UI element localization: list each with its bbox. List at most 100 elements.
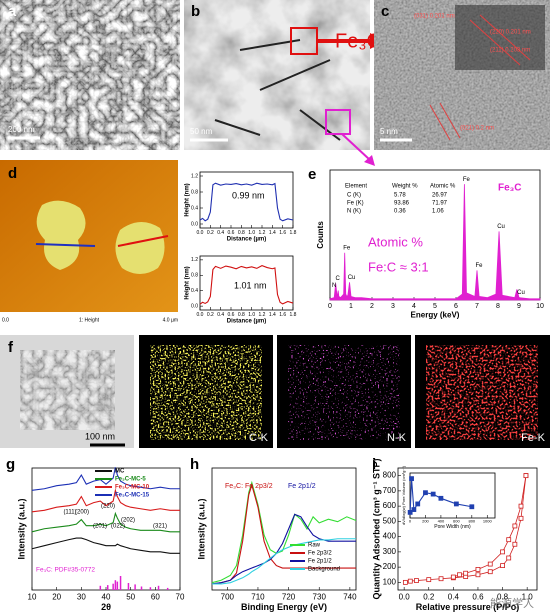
watermark: 能源学人 [490, 596, 534, 610]
panel-label: g [6, 456, 15, 473]
point [407, 509, 413, 515]
x-tick-label: 0.4 [217, 230, 224, 236]
annotation: Fe₃C: Fe 2p3/2 [225, 483, 273, 490]
axis-label: 4.0 µm [163, 317, 178, 323]
table-cell: C (K) [347, 193, 361, 199]
x-tick-label: 740 [343, 592, 357, 601]
x-tick-label: 1.4 [269, 230, 276, 236]
table-header: Weight % [392, 184, 418, 190]
peak-label: Cu [497, 224, 505, 230]
point [500, 549, 505, 555]
point [426, 577, 432, 583]
legend-label: Background [308, 567, 340, 573]
x-tick-label: 50 [126, 592, 135, 601]
table-header: Atomic % [430, 184, 456, 190]
y-tick-label: 100 [383, 577, 397, 586]
x-tick-label: 1000 [483, 519, 493, 524]
legend-label: Fe 2p1/2 [308, 559, 332, 565]
x-tick-label: 40 [102, 592, 111, 601]
map-label: Fe-K [521, 432, 546, 444]
point [518, 515, 524, 521]
y-tick-label: 0.0 [191, 221, 198, 227]
series-line [31, 488, 180, 513]
point [409, 476, 414, 482]
point [512, 523, 518, 529]
point [506, 555, 512, 561]
legend-label: Fe₃C-MC-5 [115, 477, 146, 483]
annotation: 1.01 nm [234, 280, 267, 290]
scale-bar-label: 5 nm [380, 127, 398, 136]
table-cell: 26.97 [432, 193, 448, 199]
lattice-label: (220) 0.201 nm [490, 30, 531, 36]
panel-label: c [381, 3, 389, 20]
peak-label: (200) [75, 510, 89, 516]
y-tick-label: 500 [383, 516, 397, 525]
x-tick-label: 1.0 [522, 592, 534, 601]
x-tick-label: 2 [370, 303, 374, 310]
x-tick-label: 200 [422, 519, 429, 524]
annotation: Atomic % [368, 234, 423, 249]
annotation: Fe:C ≈ 3:1 [368, 259, 429, 274]
plot-frame [211, 467, 357, 591]
x-tick-label: 4 [412, 303, 416, 310]
point [430, 491, 436, 497]
series-line [31, 467, 180, 491]
nanosheet [115, 221, 165, 274]
panel-label: i [372, 456, 376, 473]
y-tick-label: 0.8 [191, 189, 198, 195]
legend-label: Fe 2p3/2 [308, 551, 332, 557]
x-tick-label: 0 [409, 519, 412, 524]
plot-frame [199, 171, 294, 229]
point [518, 503, 524, 509]
x-tick-label: 6 [454, 303, 458, 310]
point [512, 541, 518, 547]
inset-frame [409, 472, 496, 519]
y-tick-label: 700 [383, 486, 397, 495]
tem-tint [184, 0, 370, 150]
x-tick-label: 600 [453, 519, 460, 524]
phase-label: Fe₃C [335, 30, 381, 52]
x-tick-label: 7 [475, 303, 479, 310]
point [487, 561, 493, 567]
point [500, 563, 505, 568]
point [411, 507, 417, 512]
x-tick-label: 0.2 [423, 592, 435, 601]
map-label: C-K [249, 432, 269, 444]
channel-label: 1: Height [79, 317, 100, 323]
tem-image [184, 0, 370, 150]
x-tick-label: 5 [433, 303, 437, 310]
x-tick-label: 0 [328, 303, 332, 310]
point [438, 576, 444, 582]
peak-label: N [332, 283, 336, 289]
map-c-dots [150, 345, 262, 440]
profile-line [35, 243, 96, 247]
peak-label: (022) [111, 524, 125, 530]
point [469, 504, 475, 510]
spectrum [329, 184, 541, 301]
y-tick-label: 200 [383, 562, 397, 571]
x-tick-label: 1.8 [290, 312, 297, 318]
x-tick-label: 710 [251, 592, 265, 601]
table-cell: N (K) [347, 209, 361, 215]
peak-label: Cu [348, 275, 356, 281]
x-tick-label: 20 [52, 592, 61, 601]
panel-label: f [8, 339, 14, 356]
series-line [31, 537, 180, 554]
x-tick-label: 0.6 [472, 592, 484, 601]
x-tick-label: 8 [496, 303, 500, 310]
map-fe-dots [426, 345, 538, 440]
plot-frame [199, 255, 294, 311]
table-cell: 71.97 [432, 201, 448, 207]
series-line [199, 265, 294, 305]
annotation: Fe 2p1/2 [288, 483, 316, 490]
nanosheet [36, 200, 86, 270]
scale-bar-label: 50 nm [190, 127, 213, 136]
peak-label: C [335, 276, 340, 282]
x-tick-label: 30 [77, 592, 86, 601]
reference-label: Fe₃C: PDF#35-0772 [36, 567, 95, 574]
table-cell: 1.06 [432, 209, 444, 215]
legend-label: Fe₃C-MC-10 [115, 485, 150, 491]
phase-label: Fe₃C [498, 183, 522, 194]
annotation: 0.99 nm [232, 190, 265, 200]
